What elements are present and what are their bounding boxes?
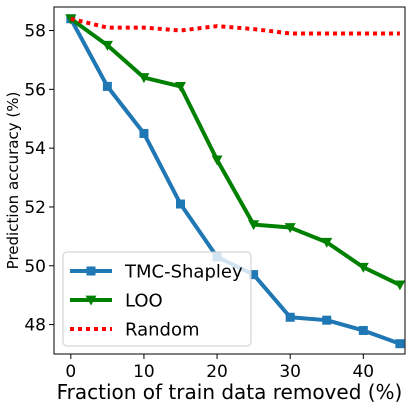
data-point-loo (394, 280, 406, 291)
legend-label-tmc-shapley: TMC-Shapley (124, 262, 243, 283)
x-tick-label: 40 (352, 362, 374, 382)
data-point-loo (284, 223, 296, 234)
legend: TMC-Shapley LOO Random (62, 251, 252, 347)
data-point-tmc-shapley (139, 128, 149, 138)
x-tick-label: 0 (65, 362, 76, 382)
legend-label-loo: LOO (125, 291, 163, 312)
data-point-tmc-shapley (358, 325, 368, 335)
x-axis-title: Fraction of train data removed (%) (57, 380, 403, 404)
data-point-loo (175, 81, 187, 92)
x-tick-label: 30 (279, 362, 301, 382)
data-point-loo (248, 220, 260, 231)
legend-box (62, 251, 252, 347)
x-axis-ticks: 0 10 20 30 40 (65, 354, 374, 382)
y-axis-title: Prediction accuracy (%) (4, 92, 22, 270)
y-tick-label: 56 (24, 80, 46, 100)
legend-marker-tmc-shapley (86, 266, 96, 276)
data-point-tmc-shapley (249, 270, 259, 280)
y-tick-label: 54 (24, 139, 46, 159)
y-tick-label: 48 (24, 316, 46, 336)
series-loo (65, 14, 406, 291)
data-point-loo (101, 40, 113, 51)
data-point-tmc-shapley (322, 315, 332, 325)
data-point-tmc-shapley (285, 312, 295, 322)
data-point-loo (211, 155, 223, 166)
data-point-tmc-shapley (176, 199, 186, 209)
x-tick-label: 10 (133, 362, 155, 382)
series-line-loo (69, 17, 401, 287)
data-point-loo (321, 237, 333, 248)
data-point-loo (138, 73, 150, 84)
data-point-tmc-shapley (395, 339, 405, 349)
plot-frame (53, 6, 406, 355)
y-tick-label: 58 (24, 22, 46, 42)
data-point-tmc-shapley (102, 81, 112, 91)
legend-label-random: Random (125, 320, 200, 341)
x-tick-label: 20 (206, 362, 228, 382)
y-tick-label: 52 (24, 198, 46, 218)
y-tick-label: 50 (24, 257, 46, 277)
y-axis-ticks: 48 50 52 54 56 58 (24, 22, 54, 336)
legend-marker-loo (85, 295, 97, 306)
data-point-loo (357, 262, 369, 273)
